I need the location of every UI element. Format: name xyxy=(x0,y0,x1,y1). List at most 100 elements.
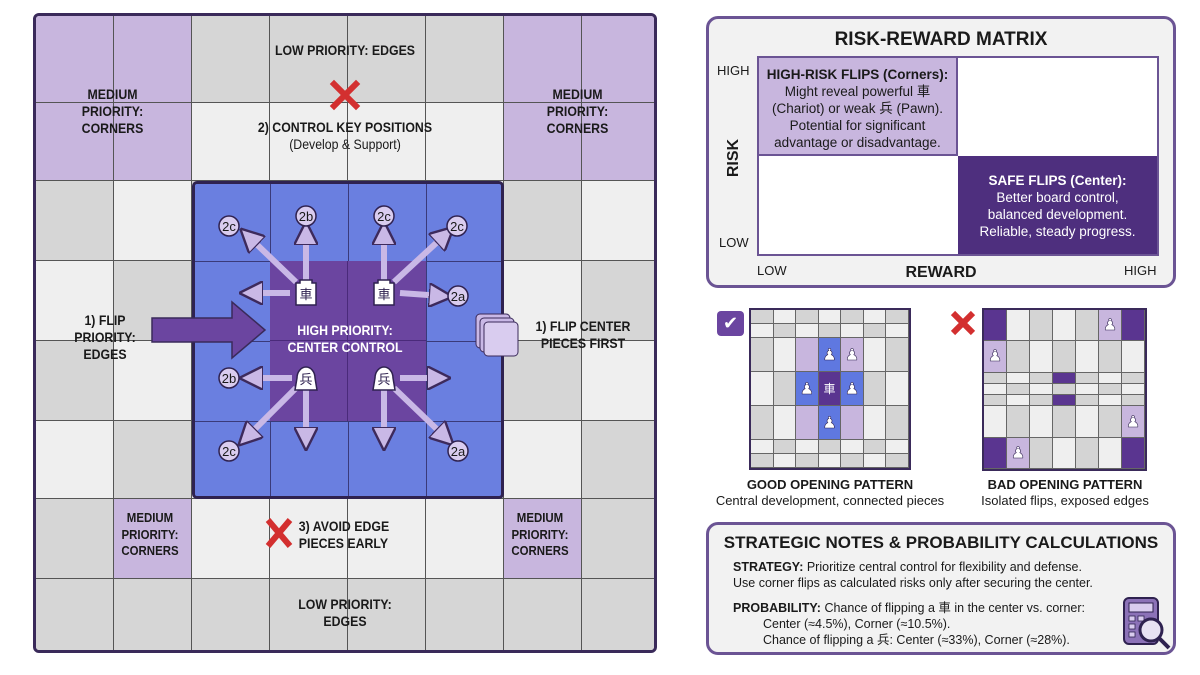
pattern-cell xyxy=(886,454,909,468)
reward-axis-label: REWARD xyxy=(905,264,977,281)
board-cell xyxy=(192,103,270,181)
pawn-icon: ♟ xyxy=(987,348,1003,366)
control-key-positions-label: 2) CONTROL KEY POSITIONS (Develop & Suppo… xyxy=(257,119,433,152)
svg-text:2c: 2c xyxy=(377,209,391,224)
pattern-cell xyxy=(1099,383,1122,396)
pattern-cell xyxy=(1099,406,1122,438)
board-cell xyxy=(36,421,114,499)
move-marker: 2a xyxy=(447,285,469,307)
risk-axis-label: RISK xyxy=(725,138,743,178)
board-cell xyxy=(426,103,504,181)
pattern-cell xyxy=(841,454,864,468)
pattern-cell xyxy=(1007,341,1030,373)
move-marker: 2c xyxy=(446,215,468,237)
pattern-cell xyxy=(751,454,774,468)
board-cell xyxy=(504,103,582,181)
pawn-icon: ♟ xyxy=(1102,317,1118,335)
pattern-cell xyxy=(984,372,1007,384)
reward-high-label: HIGH xyxy=(1124,263,1157,278)
board-cell xyxy=(582,499,654,579)
safe-flips-quadrant: SAFE FLIPS (Center): Better board contro… xyxy=(958,156,1157,254)
pattern-cell xyxy=(1122,383,1145,396)
pattern-cell xyxy=(1053,437,1076,469)
pattern-cell xyxy=(1030,406,1053,438)
pattern-cell: ♟ xyxy=(841,338,864,372)
pattern-cell xyxy=(1030,395,1053,407)
move-marker: 2c xyxy=(218,440,240,462)
checkmark-icon: ✔ xyxy=(717,311,744,336)
pattern-cell xyxy=(773,310,797,324)
pattern-cell xyxy=(886,310,909,324)
move-marker: 2a xyxy=(447,440,469,462)
bad-pattern-caption: BAD OPENING PATTERN Isolated flips, expos… xyxy=(981,477,1149,508)
board-cell xyxy=(114,499,192,579)
top-edge-label: LOW PRIORITY: EDGES xyxy=(274,42,416,58)
pattern-cell: ♟ xyxy=(1099,310,1122,342)
svg-text:2b: 2b xyxy=(299,209,313,224)
pattern-cell: ♟ xyxy=(818,338,842,372)
board-cell xyxy=(36,181,114,261)
pattern-cell: 車 xyxy=(818,372,842,406)
pawn-icon: ♟ xyxy=(1125,413,1141,431)
board-cell xyxy=(114,421,192,499)
pattern-cell xyxy=(984,437,1007,469)
pattern-cell xyxy=(886,440,909,454)
board-cell xyxy=(582,16,654,103)
board-cell xyxy=(504,16,582,103)
pattern-cell xyxy=(984,310,1007,342)
matrix-grid: HIGH-RISK FLIPS (Corners): Might reveal … xyxy=(757,56,1159,256)
corner-label-top-left: MEDIUM PRIORITY: CORNERS xyxy=(81,86,144,136)
pattern-cell xyxy=(1053,372,1076,384)
pattern-cell xyxy=(841,310,864,324)
high-risk-quadrant: HIGH-RISK FLIPS (Corners): Might reveal … xyxy=(759,58,958,156)
svg-text:車: 車 xyxy=(377,288,390,303)
pawn-icon: ♟ xyxy=(799,380,815,398)
pawn-piece-icon: 兵 xyxy=(294,366,318,391)
board-cell xyxy=(36,579,114,650)
pattern-cell xyxy=(773,454,797,468)
board-overlay: 2c 2b 2c 2c 2a 2b 2c 2a 車 車兵 兵 xyxy=(151,79,519,548)
pattern-cell xyxy=(773,338,797,372)
pattern-cell xyxy=(751,406,774,440)
pawn-icon: ♟ xyxy=(844,380,860,398)
pattern-cell xyxy=(1030,372,1053,384)
board-cell xyxy=(582,181,654,261)
pattern-cell xyxy=(1007,406,1030,438)
chariot-icon: 車 xyxy=(823,382,836,396)
pattern-cell xyxy=(751,324,774,338)
center-control-label: HIGH PRIORITY: CENTER CONTROL xyxy=(287,322,403,355)
pattern-cell xyxy=(863,324,887,338)
move-marker: 2b xyxy=(295,205,317,227)
board-cell xyxy=(192,579,270,650)
pattern-cell xyxy=(1099,341,1122,373)
pattern-cell xyxy=(773,324,797,338)
pattern-cell xyxy=(863,310,887,324)
move-marker: 2c xyxy=(218,215,240,237)
board-cell xyxy=(582,261,654,341)
pattern-cell xyxy=(841,406,864,440)
pattern-cell xyxy=(1053,406,1076,438)
board-cell xyxy=(582,341,654,421)
board-cell xyxy=(504,181,582,261)
pattern-cell xyxy=(1122,341,1145,373)
pawn-icon: ♟ xyxy=(1010,444,1026,463)
pattern-cell xyxy=(773,372,797,406)
board-cell xyxy=(504,499,582,579)
pattern-cell xyxy=(886,372,909,406)
pattern-cell xyxy=(796,324,819,338)
pattern-cell xyxy=(863,338,887,372)
pattern-cell xyxy=(1076,383,1099,396)
pattern-cell xyxy=(818,440,842,454)
pattern-cell: ♟ xyxy=(984,341,1007,373)
pattern-cell xyxy=(796,406,819,440)
board-cell xyxy=(36,499,114,579)
board-cell xyxy=(114,579,192,650)
board-cell xyxy=(36,261,114,341)
pattern-cell xyxy=(796,338,819,372)
move-marker: 2c xyxy=(373,205,395,227)
pattern-cell xyxy=(1030,383,1053,396)
chariot-piece-icon: 車 xyxy=(373,279,395,306)
pattern-cell xyxy=(1007,310,1030,342)
tile-stack-icon xyxy=(475,313,519,357)
pattern-cell xyxy=(773,406,797,440)
